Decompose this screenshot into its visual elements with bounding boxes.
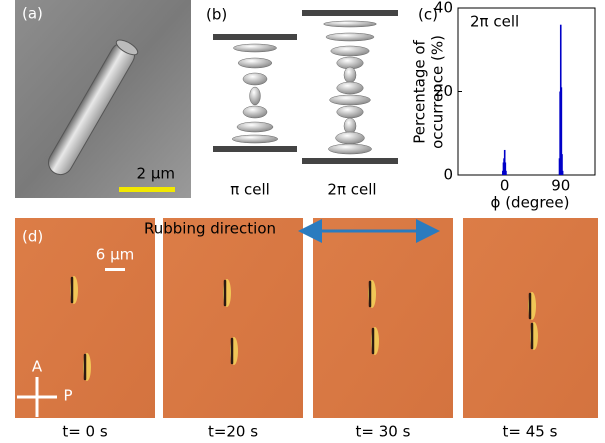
time-label: t=20 s xyxy=(208,423,258,441)
x-tick-label: 0 xyxy=(500,177,510,195)
molecule xyxy=(324,21,377,27)
scale-bar xyxy=(119,187,175,192)
x-axis-label: ϕ (degree) xyxy=(491,194,570,212)
direction-label: Rubbing direction xyxy=(144,220,276,238)
molecule xyxy=(344,67,356,83)
panel-c: (c) 2π cell ϕ (degree) Percentage of occ… xyxy=(411,0,596,212)
molecule xyxy=(344,118,356,134)
molecule xyxy=(337,106,363,118)
molecule xyxy=(233,44,276,52)
scale-label: 2 μm xyxy=(137,165,175,183)
two-pi-cell xyxy=(302,10,398,164)
y-tick-label: 20 xyxy=(434,82,453,100)
pi-cell xyxy=(213,34,297,152)
molecule xyxy=(337,82,363,94)
plot-frame xyxy=(458,8,595,175)
panel-d: (d) 6 μm Rubbing direction A P t= 0 s t=… xyxy=(15,218,598,441)
molecule xyxy=(331,46,369,56)
analyzer-label: A xyxy=(32,358,43,376)
panel-a: (a) 2 μm xyxy=(15,0,191,198)
time-label: t= 30 s xyxy=(356,423,411,441)
molecule xyxy=(330,95,371,105)
y-tick-label: 0 xyxy=(443,166,453,184)
y-tick-label: 40 xyxy=(434,0,453,17)
time-label: t= 0 s xyxy=(62,423,108,441)
panel-b: (b) π cell 2π cell xyxy=(206,6,398,199)
panel-label: (a) xyxy=(22,5,43,23)
molecule xyxy=(237,122,273,132)
molecule xyxy=(243,106,267,118)
bar xyxy=(562,171,564,175)
caption: π cell xyxy=(230,181,270,199)
scale-bar xyxy=(105,268,125,271)
panel-label: (b) xyxy=(206,6,227,24)
molecule xyxy=(232,135,278,143)
chart-title: 2π cell xyxy=(470,13,519,31)
molecule xyxy=(326,33,374,41)
time-label: t= 45 s xyxy=(503,423,558,441)
polarizer-label: P xyxy=(63,387,72,405)
x-tick-label: 90 xyxy=(551,177,570,195)
molecule xyxy=(328,144,371,154)
molecule xyxy=(336,132,365,144)
y-axis-label: Percentage of xyxy=(411,39,429,143)
molecule xyxy=(243,73,267,85)
caption: 2π cell xyxy=(327,181,376,199)
panel-label: (d) xyxy=(22,228,43,246)
molecule xyxy=(250,87,261,105)
figure: (a) 2 μm (b) π cell 2π cell (c) 2π cell … xyxy=(0,0,605,443)
bar xyxy=(505,171,507,175)
molecule xyxy=(238,58,272,68)
scale-label: 6 μm xyxy=(96,246,134,264)
